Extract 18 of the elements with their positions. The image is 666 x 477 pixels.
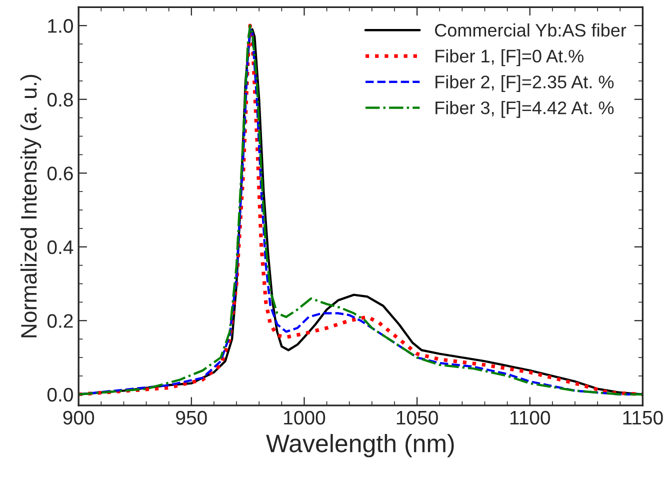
x-tick-label: 1050: [396, 410, 438, 425]
x-tick-label: 950: [176, 410, 207, 425]
y-tick-label: 1.0: [48, 19, 73, 33]
x-tick-label: 900: [63, 410, 94, 425]
x-tick-label: 1000: [284, 410, 326, 425]
legend-label: Fiber 2, [F]=2.35 At. %: [436, 75, 614, 92]
legend-label: Fiber 3, [F]=4.42 At. %: [436, 100, 614, 118]
y-tick-label: 0.0: [47, 388, 73, 402]
y-axis-title: Normalized Intensity (a. u.): [20, 74, 42, 338]
y-tick-label: 0.4: [47, 240, 74, 254]
y-tick-label: 0.6: [47, 166, 73, 180]
x-axis-title: Wavelength (nm): [266, 434, 454, 458]
x-tick-label: 1100: [510, 410, 550, 425]
legend-label: Commercial Yb:AS fiber: [435, 23, 626, 37]
y-tick-label: 0.2: [47, 314, 73, 328]
legend-label: Fiber 1, [F]=0 At.%: [436, 49, 584, 66]
x-tick-label: 1150: [623, 410, 663, 425]
y-tick-label: 0.8: [47, 92, 73, 107]
